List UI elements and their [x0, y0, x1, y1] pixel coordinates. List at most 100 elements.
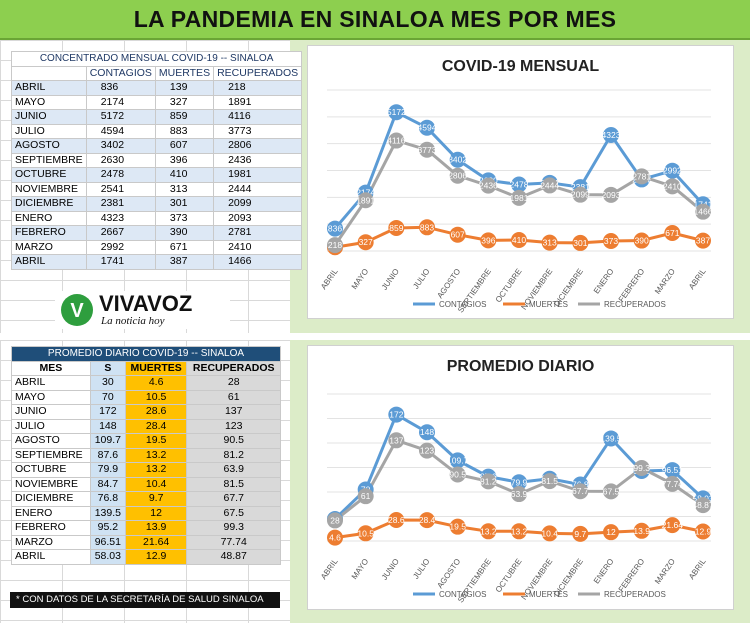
data-label: 12.9	[695, 527, 712, 537]
x-tick-label: MARZO	[653, 557, 677, 586]
data-label: 77.74	[662, 479, 684, 489]
x-tick-label: FEBRERO	[617, 557, 647, 594]
monthly-table-cell: 2436	[213, 152, 303, 168]
daily-table-row: DICIEMBRE 76.8 9.7 67.7	[11, 491, 281, 507]
legend-label: RECUPERADOS	[604, 300, 666, 309]
data-label: 90.5	[449, 469, 466, 479]
data-point	[449, 466, 466, 483]
data-label: 607	[451, 230, 465, 240]
daily-table-cell: 99.3	[186, 520, 281, 536]
data-label: 301	[573, 238, 587, 248]
monthly-table-row: DICIEMBRE 2381 301 2099	[11, 196, 303, 212]
data-point	[541, 234, 558, 251]
monthly-table-row: AGOSTO 3402 607 2806	[11, 138, 303, 154]
x-tick-label: AGOSTO	[435, 267, 462, 300]
data-label: 4.6	[329, 533, 341, 543]
monthly-table-row: MARZO 2992 671 2410	[11, 239, 303, 255]
monthly-table-cell: 1466	[213, 254, 303, 270]
monthly-table-cell: 2410	[213, 239, 303, 255]
x-tick-label: ENERO	[592, 267, 616, 295]
monthly-table-cell: JULIO	[11, 123, 87, 139]
daily-table-cell: DICIEMBRE	[11, 491, 91, 507]
daily-table-row: ABRIL 58.03 12.9 48.87	[11, 549, 281, 565]
monthly-table-cell: FEBRERO	[11, 225, 87, 241]
monthly-table-cell: 3402	[85, 138, 156, 154]
monthly-table-cell: 3773	[213, 123, 303, 139]
daily-table: PROMEDIO DIARIO COVID-19 -- SINALOA MES S…	[11, 346, 281, 565]
x-tick-label: JULIO	[411, 267, 431, 291]
data-point	[480, 232, 497, 249]
x-tick-label: ENERO	[592, 557, 616, 585]
logo-tagline: La noticia hoy	[100, 315, 165, 327]
daily-table-cell: 87.6	[89, 447, 126, 463]
legend-label: CONTAGIOS	[439, 590, 486, 599]
data-point	[419, 512, 435, 529]
monthly-table-row: ABRIL 1741 387 1466	[11, 254, 303, 270]
monthly-table-cell: AGOSTO	[11, 138, 87, 154]
daily-table-row: ENERO 139.5 12 67.5	[11, 505, 281, 521]
data-label: 3773	[418, 145, 437, 155]
data-label: 390	[635, 236, 649, 246]
data-point	[388, 432, 405, 449]
x-tick-label: ABRIL	[687, 557, 708, 582]
daily-table-header-3: RECUPERADOS	[186, 360, 281, 376]
data-label: 109.7	[447, 455, 469, 465]
data-point	[603, 232, 619, 249]
monthly-table-cell: 2992	[85, 239, 156, 255]
daily-table-cell: 137	[186, 404, 281, 420]
monthly-table-title: CONCENTRADO MENSUAL COVID-19 -- SINALOA	[10, 51, 303, 67]
data-point	[664, 475, 681, 492]
data-point	[603, 430, 619, 447]
daily-table-row: ABRIL 30 4.6 28	[11, 375, 281, 391]
daily-table-cell: 21.64	[124, 534, 188, 550]
daily-chart-panel: PROMEDIO DIARIO 3070172148109.787.679.98…	[307, 345, 734, 610]
daily-table-row: NOVIEMBRE 84.7 10.4 81.5	[11, 476, 281, 492]
daily-table-cell: 19.5	[124, 433, 188, 449]
logo-brand: VIVAVOZ	[99, 291, 192, 316]
daily-table-cell: 79.9	[89, 462, 126, 478]
monthly-table-cell: 2444	[213, 181, 303, 197]
monthly-table-cell: 836	[85, 80, 156, 96]
data-label: 373	[604, 236, 618, 246]
monthly-table-cell: ABRIL	[11, 254, 87, 270]
data-point	[327, 220, 343, 237]
monthly-table-header-2: MUERTES	[154, 65, 215, 81]
logo-circle-icon	[61, 294, 93, 326]
x-tick-label: OCTUBRE	[494, 267, 524, 304]
data-label: 859	[389, 223, 403, 233]
monthly-table-cell: 2630	[85, 152, 156, 168]
data-label: 10.4	[541, 528, 558, 538]
data-point	[511, 189, 527, 206]
data-label: 2436	[479, 181, 498, 191]
data-point	[388, 104, 405, 121]
data-label: 4594	[418, 123, 437, 133]
monthly-table-cell: 883	[154, 123, 215, 139]
data-label: 2444	[540, 180, 559, 190]
daily-table-cell: 172	[89, 404, 126, 420]
x-tick-label: ABRIL	[687, 267, 708, 292]
data-point	[449, 151, 466, 168]
data-label: 2410	[663, 181, 682, 191]
data-label: 19.5	[449, 522, 466, 532]
monthly-table-cell: 2093	[213, 210, 303, 226]
monthly-table-cell: 2174	[85, 94, 156, 110]
data-label: 28.6	[388, 515, 405, 525]
monthly-table-cell: 139	[154, 80, 215, 96]
data-label: 99.3	[633, 463, 650, 473]
monthly-table-cell: MAYO	[11, 94, 87, 110]
x-tick-label: ABRIL	[319, 267, 340, 292]
monthly-table-cell: 2478	[85, 167, 156, 183]
data-point	[664, 224, 681, 241]
vivavoz-logo-graphic: V VIVAVOZ La noticia hoy	[61, 291, 192, 327]
data-point	[449, 518, 466, 535]
data-point	[603, 483, 619, 500]
monthly-table-cell: 2541	[85, 181, 156, 197]
daily-table-cell: 139.5	[89, 505, 126, 521]
monthly-table-row: SEPTIEMBRE 2630 396 2436	[11, 152, 303, 168]
daily-table-cell: 28	[186, 375, 281, 391]
data-label: 139.5	[600, 433, 622, 443]
daily-line-chart: 3070172148109.787.679.984.776.8139.595.2…	[319, 393, 714, 604]
data-label: 81.2	[480, 476, 497, 486]
daily-table-cell: 12	[124, 505, 188, 521]
data-point	[664, 517, 681, 534]
